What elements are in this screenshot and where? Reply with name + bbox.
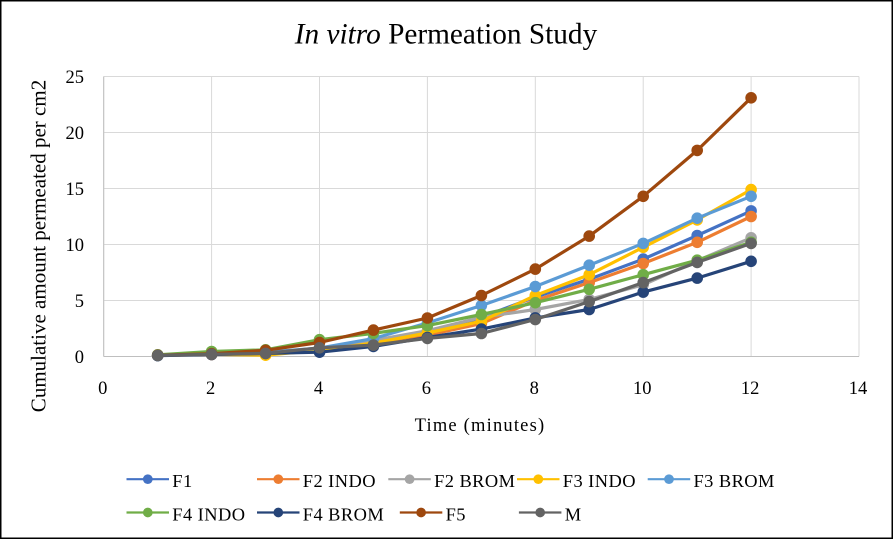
- svg-text:In vitro Permeation Study: In vitro Permeation Study: [294, 19, 598, 51]
- svg-text:F2 INDO: F2 INDO: [303, 471, 376, 491]
- svg-text:Cumulative amount permeated pe: Cumulative amount permeated per cm2: [27, 80, 51, 412]
- svg-text:5: 5: [75, 292, 84, 312]
- svg-text:F2 BROM: F2 BROM: [434, 471, 515, 491]
- svg-text:0: 0: [75, 348, 84, 368]
- svg-text:4: 4: [314, 379, 323, 399]
- svg-text:12: 12: [741, 379, 760, 399]
- svg-text:14: 14: [849, 379, 868, 399]
- svg-text:M: M: [565, 504, 582, 524]
- svg-text:6: 6: [422, 379, 431, 399]
- svg-text:8: 8: [530, 379, 539, 399]
- svg-text:F5: F5: [446, 504, 466, 524]
- svg-text:20: 20: [66, 124, 85, 144]
- svg-text:2: 2: [206, 379, 215, 399]
- svg-text:F3 BROM: F3 BROM: [694, 471, 775, 491]
- svg-text:F4 INDO: F4 INDO: [172, 504, 245, 524]
- svg-text:10: 10: [66, 236, 85, 256]
- svg-text:F3 INDO: F3 INDO: [563, 471, 636, 491]
- svg-text:F4 BROM: F4 BROM: [303, 504, 384, 524]
- svg-text:0: 0: [98, 379, 107, 399]
- svg-text:F1: F1: [172, 471, 192, 491]
- svg-text:25: 25: [66, 68, 85, 88]
- svg-text:10: 10: [633, 379, 652, 399]
- svg-text:15: 15: [66, 180, 85, 200]
- svg-text:Time (minutes): Time (minutes): [415, 416, 546, 436]
